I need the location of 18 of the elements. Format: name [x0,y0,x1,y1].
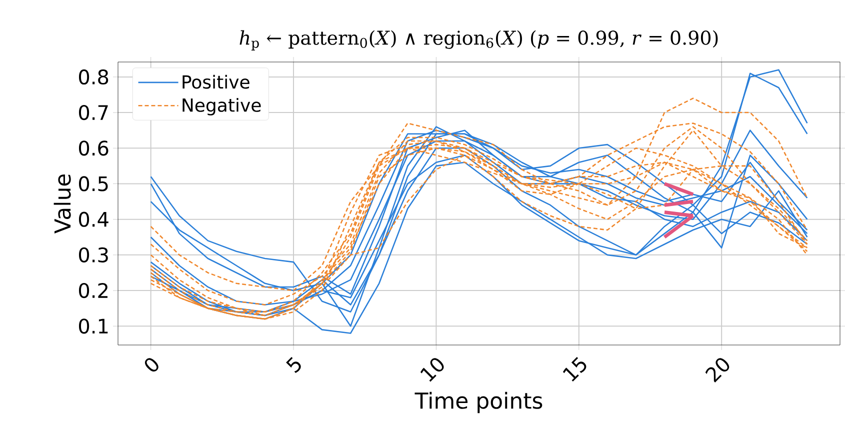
y-tick-label: 0.2 [78,282,108,298]
x-tick-label: 20 [705,358,730,382]
y-tick-label: 0.4 [78,212,108,227]
chart-title: h$_{p}$ ← pattern$_{0}$(X) ∧ region$_{6}$(X) (p = 0.99, r = 0.90) [240,30,718,50]
y-tick-label: 0.6 [78,140,108,156]
y-axis-title: Value [54,174,71,234]
y-tick-label: 0.7 [78,104,108,120]
x-tick-label: 5 [286,356,301,373]
legend-label: Positive [182,74,250,89]
x-tick-label: 15 [562,356,586,382]
y-tick-label: 0.5 [78,176,108,192]
y-tick-label: 0.3 [78,247,108,262]
y-tick-label: 0.1 [78,318,108,334]
x-tick-label: 0 [144,358,158,372]
x-tick-label: 10 [420,358,444,382]
legend-label: Negative [182,98,261,116]
y-tick-label: 0.8 [78,69,108,85]
x-axis-title: Time points [414,392,542,414]
